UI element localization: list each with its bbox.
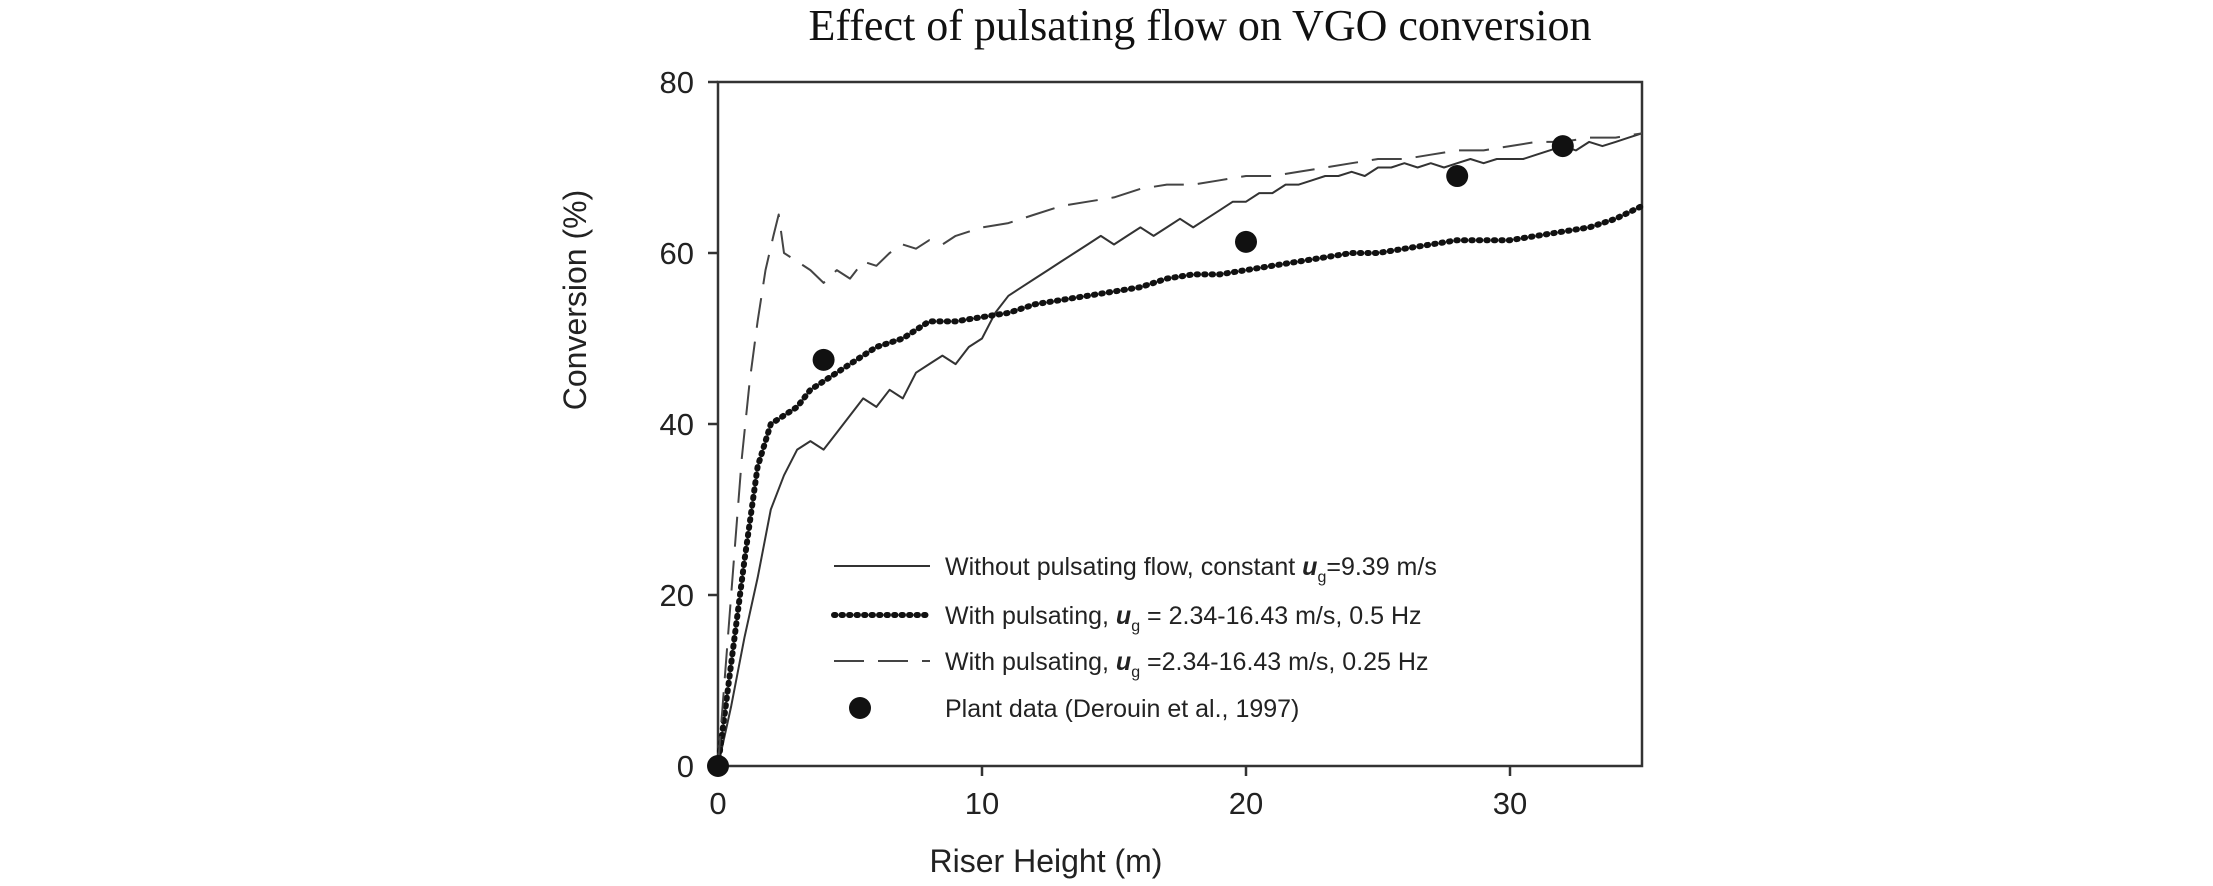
legend-label-prefix: Without pulsating flow, constant xyxy=(945,553,1302,581)
plant-data-point xyxy=(1235,230,1257,253)
legend-label-subscript: g xyxy=(1317,569,1326,586)
y-tick-label: 0 xyxy=(677,749,694,784)
y-tick-label: 20 xyxy=(660,578,694,613)
legend-label: With pulsating, ug = 2.34-16.43 m/s, 0.5… xyxy=(945,602,1422,635)
legend-label-prefix: With pulsating, xyxy=(945,602,1116,630)
legend-label-suffix: = 2.34-16.43 m/s, 0.5 Hz xyxy=(1140,602,1421,630)
series-line-dotted xyxy=(715,203,1645,769)
x-tick-label: 20 xyxy=(1229,786,1263,821)
x-axis-label: Riser Height (m) xyxy=(930,843,1163,879)
series-line-dashed xyxy=(717,132,1643,767)
legend-label-prefix: With pulsating, xyxy=(945,648,1116,676)
series-group xyxy=(707,132,1645,777)
legend-label-symbol: u xyxy=(1116,602,1131,630)
x-tick-label: 0 xyxy=(709,786,726,821)
chart-title: Effect of pulsating flow on VGO conversi… xyxy=(809,1,1592,50)
legend-label-symbol: u xyxy=(1302,553,1317,581)
legend-label-suffix: =9.39 m/s xyxy=(1326,553,1436,581)
legend: Without pulsating flow, constant ug=9.39… xyxy=(831,553,1437,723)
x-tick-label: 30 xyxy=(1493,786,1527,821)
y-tick-label: 40 xyxy=(660,407,694,442)
plant-data-point xyxy=(1446,165,1469,188)
plant-data-point xyxy=(812,348,835,371)
legend-label: Plant data (Derouin et al., 1997) xyxy=(945,695,1299,723)
plant-data-point xyxy=(1551,135,1574,158)
legend-label-suffix: =2.34-16.43 m/s, 0.25 Hz xyxy=(1140,648,1428,676)
legend-label-subscript: g xyxy=(1131,664,1140,681)
plant-data-point xyxy=(707,755,729,777)
y-axis-label: Conversion (%) xyxy=(557,190,593,411)
x-tick-label: 10 xyxy=(965,786,999,821)
axis-ticks: 0 10 20 30 0 20 40 60 80 xyxy=(660,65,1528,821)
legend-label-symbol: u xyxy=(1116,648,1131,676)
legend-label-subscript: g xyxy=(1131,618,1140,635)
series-line-solid xyxy=(717,132,1643,767)
legend-label: With pulsating, ug =2.34-16.43 m/s, 0.25… xyxy=(945,648,1428,681)
y-tick-label: 60 xyxy=(660,236,694,271)
legend-label: Without pulsating flow, constant ug=9.39… xyxy=(945,553,1437,586)
y-tick-label: 80 xyxy=(660,65,694,100)
legend-marker xyxy=(849,697,871,719)
